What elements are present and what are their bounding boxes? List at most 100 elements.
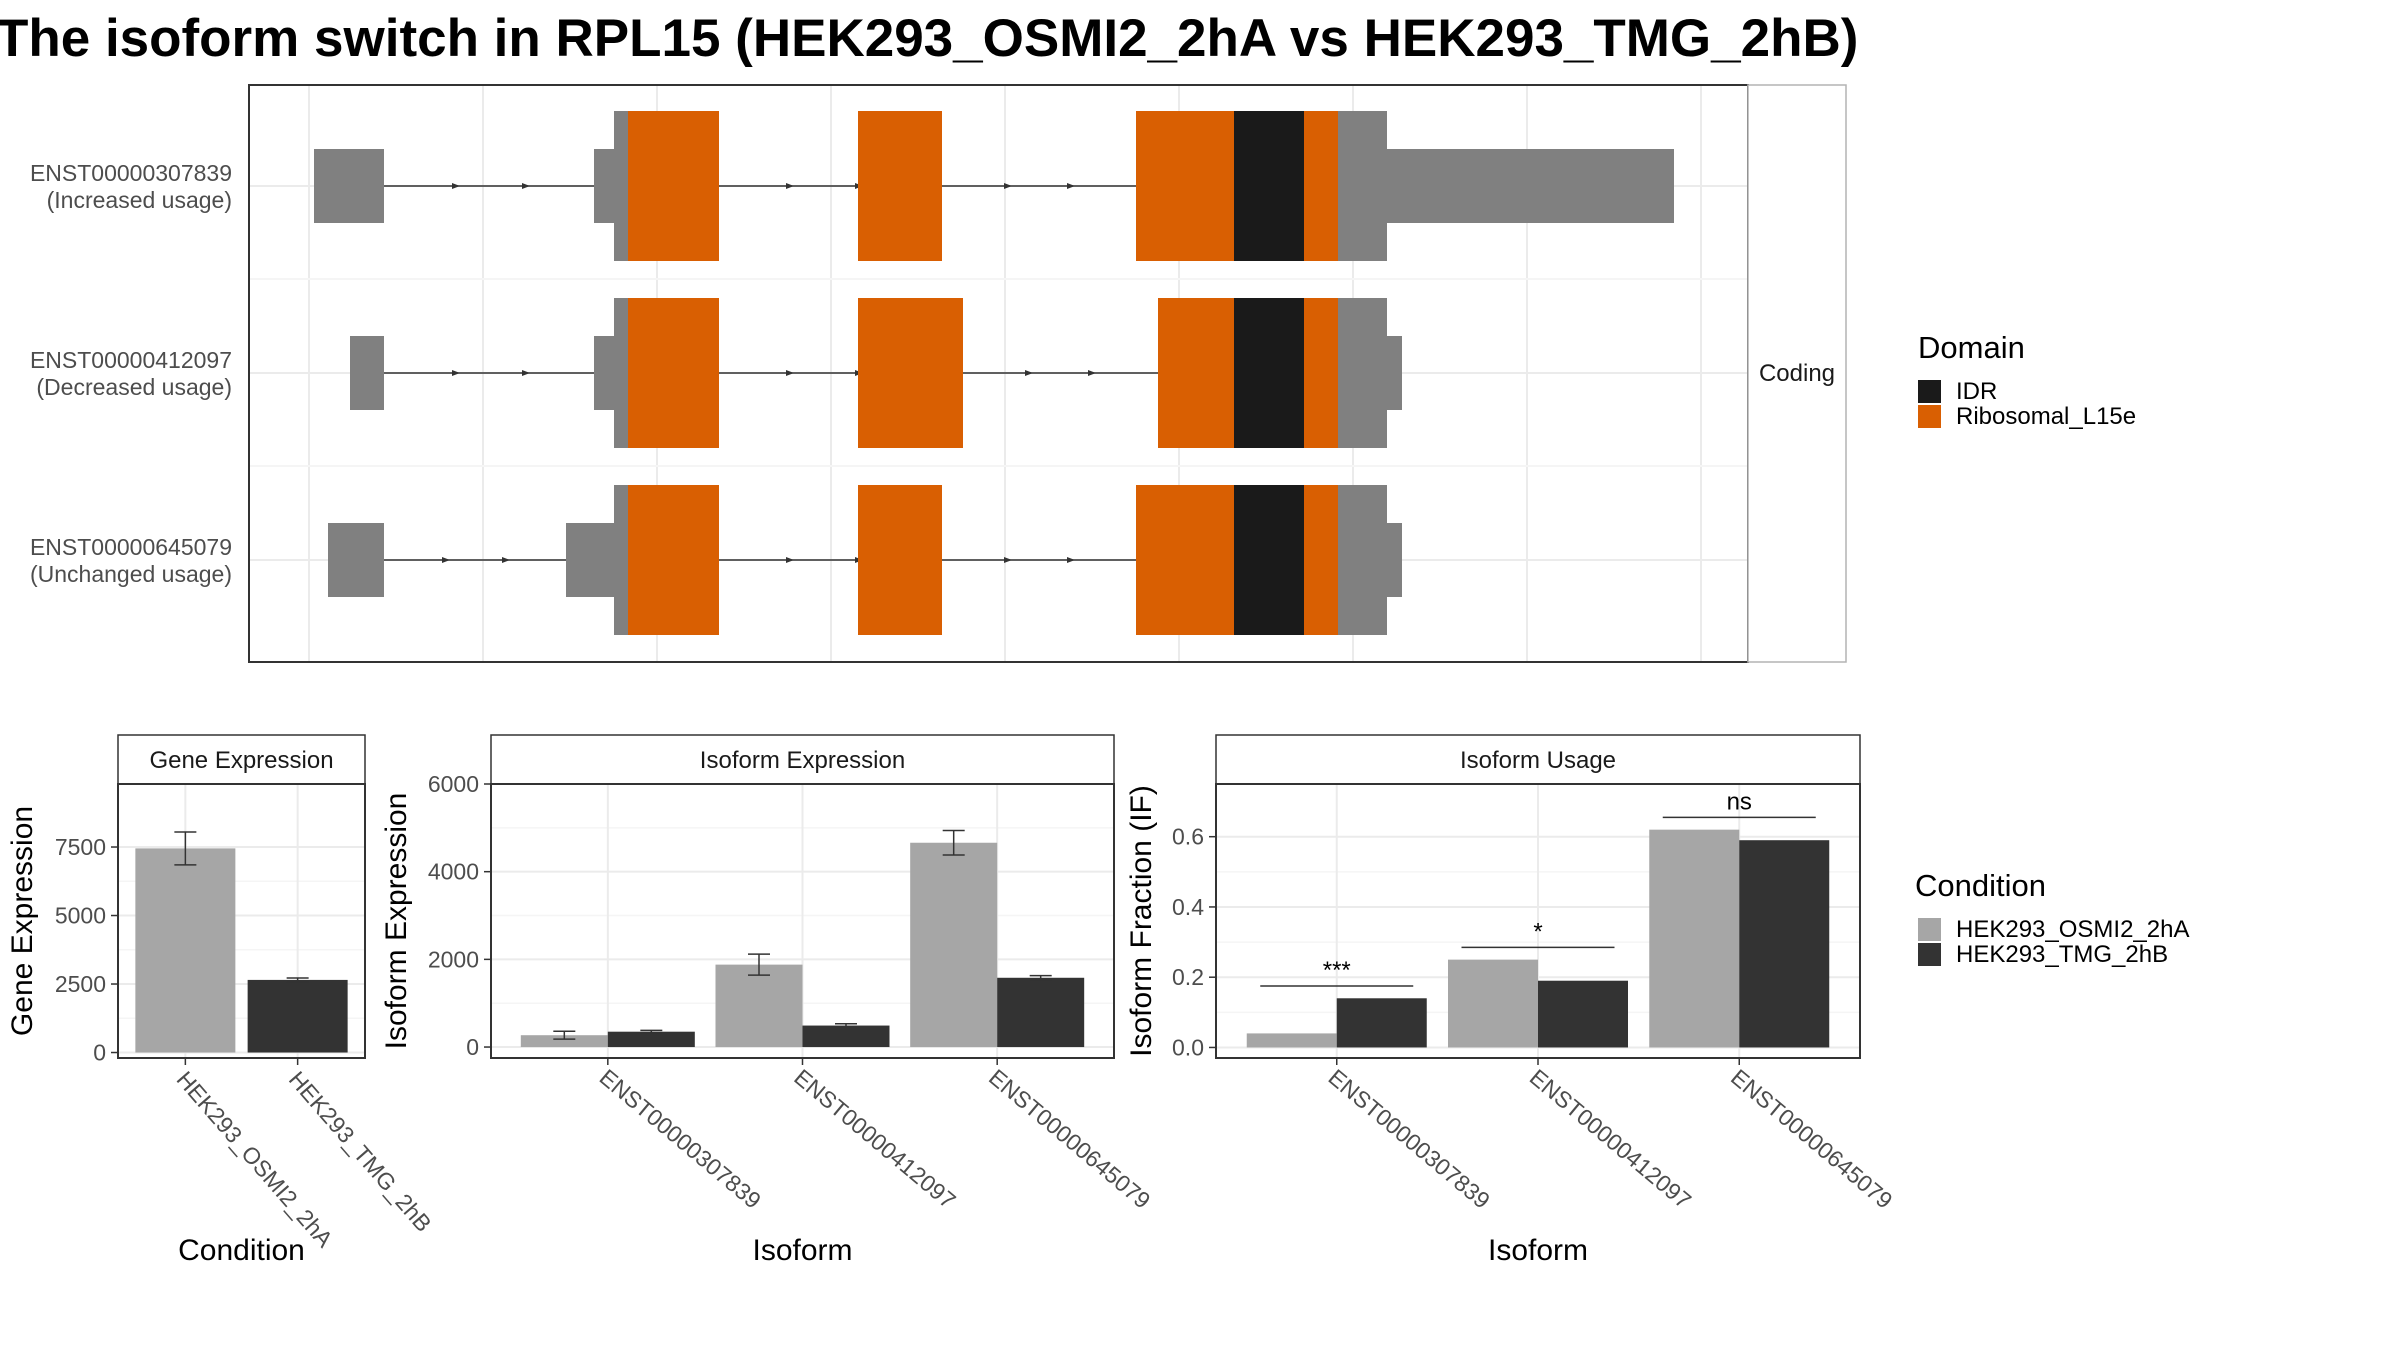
utr-exon bbox=[566, 523, 614, 597]
bar bbox=[997, 977, 1085, 1048]
transcript-usage-label: (Increased usage) bbox=[47, 187, 232, 213]
idr-domain bbox=[1234, 298, 1304, 448]
y-tick-label: 0 bbox=[93, 1040, 106, 1066]
bar bbox=[802, 1025, 890, 1048]
ribosomal-domain bbox=[628, 111, 719, 261]
condition-a-legend-label: HEK293_OSMI2_2hA bbox=[1956, 916, 2189, 943]
panel-title: Isoform Expression bbox=[700, 747, 905, 774]
y-axis-title: Gene Expression bbox=[6, 806, 39, 1036]
panel-strip bbox=[117, 734, 366, 785]
panel-strip bbox=[490, 734, 1115, 785]
condition-legend: Condition HEK293_OSMI2_2hA HEK293_TMG_2h… bbox=[1915, 868, 2189, 968]
y-tick-label: 6000 bbox=[428, 771, 479, 797]
utr-exon bbox=[594, 336, 614, 410]
y-axis-title: Isoform Fraction (IF) bbox=[1125, 785, 1158, 1057]
idr-legend-label: IDR bbox=[1956, 378, 1997, 405]
ribosomal-domain bbox=[628, 298, 719, 448]
transcript-id-label: ENST00000645079 bbox=[30, 534, 232, 560]
y-tick-label: 4000 bbox=[428, 859, 479, 885]
bar bbox=[1336, 998, 1427, 1048]
panel-strip bbox=[1215, 734, 1861, 785]
transcript-usage-label: (Decreased usage) bbox=[36, 374, 232, 400]
ribosomal-domain bbox=[1136, 485, 1234, 635]
isoform-expression-panel: Isoform Expression 0 2000 4000 6000 ENST00000… bbox=[380, 734, 1156, 1267]
domain-legend-title: Domain bbox=[1918, 330, 2025, 365]
condition-b-legend-label: HEK293_TMG_2hB bbox=[1956, 941, 2168, 968]
x-tick-label: ENST00000412097 bbox=[789, 1064, 961, 1214]
y-tick-label: 7500 bbox=[55, 834, 106, 860]
significance-label: ns bbox=[1727, 788, 1752, 815]
ribosomal-domain bbox=[858, 298, 963, 448]
idr-domain bbox=[1234, 111, 1304, 261]
ribosomal-domain bbox=[858, 111, 942, 261]
bar bbox=[1246, 1033, 1337, 1048]
ribosomal-domain bbox=[1304, 485, 1338, 635]
y-tick-label: 0.4 bbox=[1172, 894, 1204, 920]
transcript-structure-panel: ENST00000307839 (Increased usage) ENST00… bbox=[30, 84, 1847, 663]
transcript-id-label: ENST00000307839 bbox=[30, 160, 232, 186]
bar bbox=[910, 842, 998, 1048]
x-tick-label: ENST00000645079 bbox=[984, 1064, 1156, 1214]
bar bbox=[1649, 829, 1740, 1048]
y-tick-label: 0.0 bbox=[1172, 1034, 1204, 1060]
utr-exon bbox=[1387, 149, 1674, 223]
domain-legend: Domain IDR Ribosomal_L15e bbox=[1918, 330, 2136, 430]
y-tick-label: 2500 bbox=[55, 971, 106, 997]
coding-exon bbox=[614, 111, 628, 261]
ribosomal-domain bbox=[1304, 111, 1338, 261]
bar bbox=[135, 848, 236, 1053]
x-axis-title: Isoform bbox=[752, 1234, 852, 1267]
transcript-usage-label: (Unchanged usage) bbox=[30, 561, 232, 587]
condition-b-legend-swatch bbox=[1918, 943, 1941, 966]
utr-exon bbox=[1387, 523, 1402, 597]
ribosomal-legend-swatch bbox=[1918, 405, 1941, 428]
coding-exon bbox=[1338, 485, 1387, 635]
x-tick-label: ENST00000307839 bbox=[1324, 1064, 1496, 1214]
utr-exon bbox=[314, 149, 384, 223]
significance-label: *** bbox=[1323, 957, 1351, 984]
utr-exon bbox=[1387, 336, 1402, 410]
bar bbox=[715, 964, 803, 1048]
panel-border bbox=[117, 783, 366, 1059]
panel-title: Gene Expression bbox=[149, 747, 333, 774]
coding-exon bbox=[1338, 298, 1387, 448]
ribosomal-domain bbox=[1136, 111, 1234, 261]
bar bbox=[1739, 840, 1830, 1048]
ribosomal-domain bbox=[628, 485, 719, 635]
y-tick-label: 0.6 bbox=[1172, 824, 1204, 850]
x-tick-label: ENST00000645079 bbox=[1726, 1064, 1898, 1214]
intron-arrows bbox=[452, 183, 1075, 189]
utr-exon bbox=[350, 336, 384, 410]
bar bbox=[247, 979, 348, 1053]
x-tick-label: ENST00000307839 bbox=[595, 1064, 767, 1214]
x-axis-title: Condition bbox=[178, 1234, 305, 1267]
idr-domain bbox=[1234, 485, 1304, 635]
bar bbox=[520, 1035, 608, 1048]
y-tick-label: 5000 bbox=[55, 903, 106, 929]
coding-strip bbox=[1747, 84, 1847, 663]
condition-legend-title: Condition bbox=[1915, 868, 2046, 903]
panel-title: Isoform Usage bbox=[1460, 747, 1616, 774]
transcript-row bbox=[328, 485, 1402, 635]
transcript-row bbox=[314, 111, 1674, 261]
coding-strip-label: Coding bbox=[1759, 360, 1835, 387]
x-axis-title: Isoform bbox=[1488, 1234, 1588, 1267]
bar bbox=[607, 1031, 695, 1048]
y-axis-title: Isoform Expression bbox=[380, 793, 413, 1050]
transcript-row bbox=[350, 298, 1402, 448]
y-tick-label: 0.2 bbox=[1172, 964, 1204, 990]
significance-label: * bbox=[1533, 918, 1542, 945]
ribosomal-legend-label: Ribosomal_L15e bbox=[1956, 403, 2136, 430]
coding-exon bbox=[614, 485, 628, 635]
condition-a-legend-swatch bbox=[1918, 918, 1941, 941]
transcript-id-label: ENST00000412097 bbox=[30, 347, 232, 373]
isoform-usage-panel: Isoform Usage****ns0.00.20.40.6ENST00000… bbox=[1125, 734, 1898, 1267]
bar bbox=[1538, 980, 1628, 1048]
ribosomal-domain bbox=[1304, 298, 1338, 448]
utr-exon bbox=[328, 523, 384, 597]
idr-legend-swatch bbox=[1918, 380, 1941, 403]
ribosomal-domain bbox=[1158, 298, 1234, 448]
bar bbox=[1448, 959, 1538, 1048]
y-tick-label: 2000 bbox=[428, 946, 479, 972]
ribosomal-domain bbox=[858, 485, 942, 635]
